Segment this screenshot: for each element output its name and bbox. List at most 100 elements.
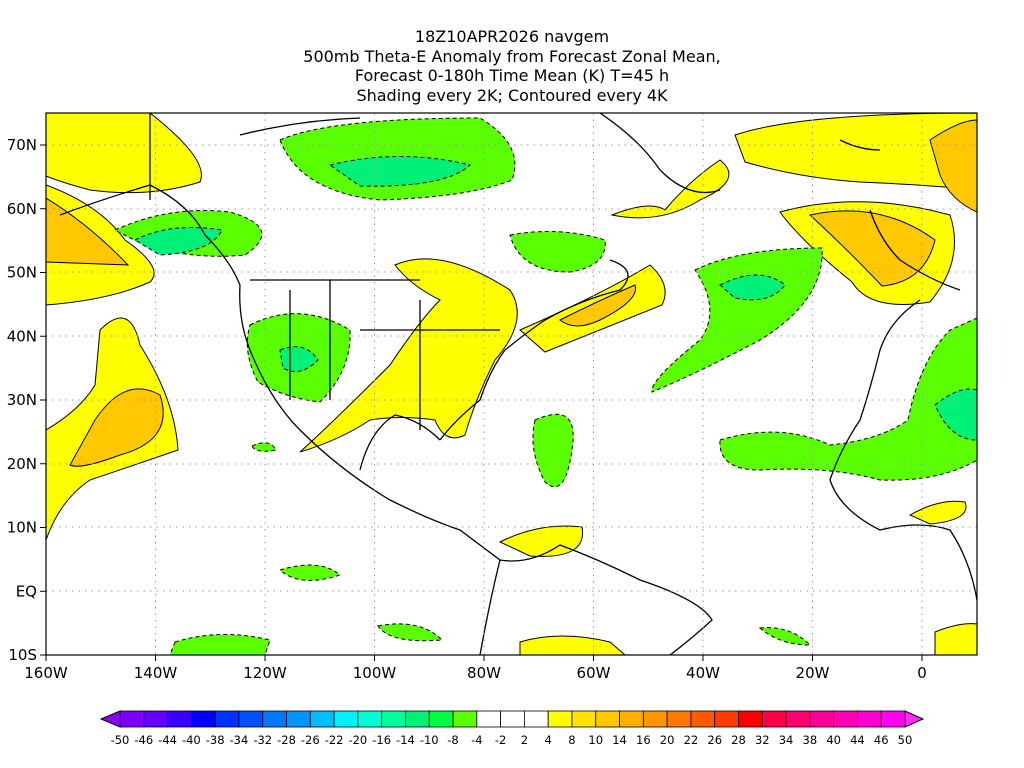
positive-anomaly-region (610, 159, 730, 219)
colorbar-label: -40 (182, 733, 201, 747)
colorbar-swatch (785, 710, 811, 728)
colorbar-swatch (500, 710, 525, 728)
colorbar-label: -32 (253, 733, 272, 747)
lat-tick-label: 50N (7, 264, 37, 282)
colorbar-low-arrow (99, 710, 121, 728)
negative-anomaly-region (651, 247, 823, 393)
colorbar-swatch (405, 710, 430, 728)
colorbar-swatch (666, 710, 692, 728)
lat-tick-label: 70N (7, 136, 37, 154)
colorbar-swatch (571, 710, 597, 728)
lon-tick-label: 40W (686, 664, 720, 682)
lat-tick-label: 20N (7, 455, 37, 473)
lon-tick-label: 0 (917, 664, 927, 682)
colorbar-label: 14 (612, 733, 627, 747)
colorbar-swatch (523, 710, 549, 728)
colorbar-label: -8 (447, 733, 458, 747)
colorbar-label: -46 (134, 733, 153, 747)
colorbar-swatch (857, 710, 882, 728)
colorbar-swatch (214, 710, 240, 728)
negative-anomaly-region (279, 564, 342, 581)
colorbar-label: -50 (111, 733, 130, 747)
colorbar-swatch (880, 710, 906, 728)
colorbar-swatch (619, 710, 644, 728)
lon-tick-label: 120W (243, 664, 287, 682)
strong-positive-anomaly-region (929, 119, 977, 213)
map-frame (45, 112, 978, 656)
colorbar-swatch (642, 710, 668, 728)
negative-anomaly-region (719, 317, 977, 481)
colorbar-label: -4 (471, 733, 482, 747)
longitude-axis: 160W 140W 120W 100W 80W 60W 40W 20W 0 (24, 655, 927, 682)
colorbar-label: 2 (521, 733, 528, 747)
negative-anomaly-region (377, 623, 444, 642)
colorbar-swatch (690, 710, 716, 728)
lat-tick-label: 10S (8, 646, 37, 664)
strong-positive-anomaly-region (559, 284, 637, 327)
gridlines (46, 113, 977, 655)
strong-positive-anomaly-region (46, 197, 130, 266)
colorbar-swatch (238, 710, 264, 728)
negative-anomaly-region (251, 442, 277, 452)
colorbar-label: 38 (803, 733, 818, 747)
negative-anomaly-region (758, 627, 812, 646)
positive-anomaly-region (519, 635, 626, 655)
colorbar-swatch (143, 710, 168, 728)
colorbar-label: -28 (277, 733, 296, 747)
colorbar-label: 20 (660, 733, 675, 747)
colorbar-label: -38 (206, 733, 225, 747)
lon-tick-label: 80W (467, 664, 501, 682)
colorbar-swatch (833, 710, 858, 728)
colorbar-label: 16 (636, 733, 651, 747)
lat-tick-label: 60N (7, 200, 37, 218)
colorbar-swatch (262, 710, 287, 728)
strong-positive-anomaly-region (69, 388, 164, 467)
lat-tick-label: 10N (7, 519, 37, 537)
lon-tick-label: 160W (24, 664, 68, 682)
title-line-shading: Shading every 2K; Contoured every 4K (356, 85, 668, 105)
positive-anomaly-region (46, 113, 202, 194)
strong-negative-anomaly-region (719, 274, 786, 301)
shading-layer (46, 113, 977, 655)
strong-positive-anomaly-region (808, 210, 936, 287)
colorbar-label: 44 (850, 733, 865, 747)
lon-tick-label: 60W (577, 664, 611, 682)
title-line-field: 500mb Theta-E Anomaly from Forecast Zona… (303, 46, 721, 66)
colorbar-swatch (333, 710, 359, 728)
colorbar-label: -26 (301, 733, 320, 747)
colorbar-label: 10 (588, 733, 603, 747)
colorbar-swatch (452, 710, 478, 728)
colorbar-label: 32 (755, 733, 770, 747)
colorbar-label: 34 (779, 733, 794, 747)
colorbar-swatch (428, 710, 454, 728)
colorbar-label: 26 (707, 733, 722, 747)
colorbar-swatch (595, 710, 620, 728)
colorbar-swatch (381, 710, 406, 728)
negative-anomaly-region (532, 413, 574, 488)
colorbar-label: 4 (545, 733, 552, 747)
colorbar-label: 28 (731, 733, 746, 747)
colorbar-swatch (547, 710, 573, 728)
positive-anomaly-region (908, 500, 967, 525)
lon-tick-label: 100W (353, 664, 397, 682)
colorbar-swatch (357, 710, 383, 728)
title-line-forecast: Forecast 0-180h Time Mean (K) T=45 h (354, 66, 670, 85)
colorbar-swatch (738, 710, 763, 728)
colorbar-swatch (286, 710, 311, 728)
colorbar-swatch (190, 710, 216, 728)
title-line-run: 18Z10APR2026 navgem (414, 27, 610, 46)
colorbar-label: -22 (325, 733, 344, 747)
colorbar-label: -20 (348, 733, 367, 747)
positive-anomaly-region (498, 525, 584, 557)
strong-negative-anomaly-region (133, 227, 223, 256)
strong-negative-anomaly-region (328, 156, 472, 187)
latitude-axis: 70N 60N 50N 40N 30N 20N 10N EQ 10S (7, 136, 46, 664)
colorbar-label: 40 (826, 733, 841, 747)
colorbar-swatch (309, 710, 335, 728)
colorbar-label: -10 (420, 733, 439, 747)
lat-tick-label: 30N (7, 391, 37, 409)
lon-tick-label: 140W (134, 664, 178, 682)
colorbar-swatch (714, 710, 739, 728)
colorbar-label: 8 (568, 733, 575, 747)
